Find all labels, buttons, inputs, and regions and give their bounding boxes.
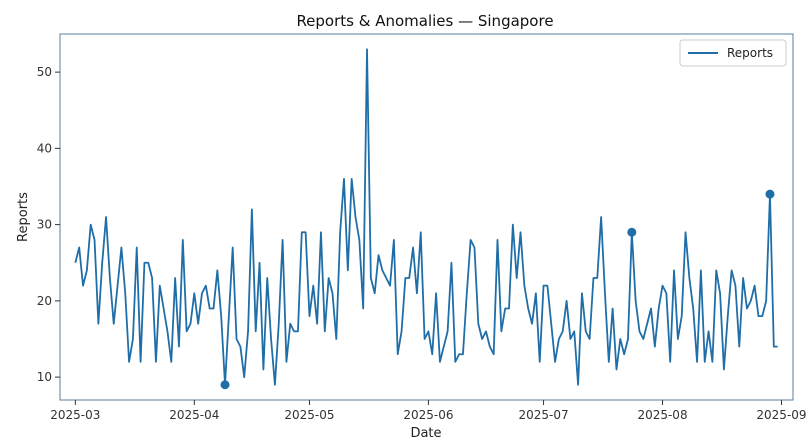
x-tick-label: 2025-08 [637, 408, 687, 422]
x-tick-label: 2025-07 [518, 408, 568, 422]
anomaly-marker [220, 380, 230, 390]
y-tick-label: 10 [37, 370, 52, 384]
series-line-reports [74, 48, 778, 386]
anomaly-marker [627, 227, 637, 237]
legend: Reports [679, 39, 787, 67]
x-tick-label: 2025-03 [50, 408, 100, 422]
plot-frame [59, 33, 794, 401]
x-tick-label: 2025-09 [756, 408, 806, 422]
y-axis-label: Reports [16, 192, 31, 242]
y-tick-label: 40 [37, 141, 52, 155]
x-tick-label: 2025-05 [284, 408, 334, 422]
y-axis: 10 20 30 40 50 [37, 65, 60, 384]
anomaly-marker [765, 189, 775, 199]
chart-title: Reports & Anomalies — Singapore [296, 12, 553, 30]
y-tick-label: 50 [37, 65, 52, 79]
anomaly-layer [220, 189, 775, 390]
x-axis: 2025-03 2025-04 2025-05 2025-06 2025-07 2025-… [50, 400, 807, 422]
x-tick-label: 2025-04 [169, 408, 219, 422]
y-tick-label: 30 [37, 218, 52, 232]
legend-box [679, 39, 787, 67]
x-tick-label: 2025-06 [403, 408, 453, 422]
y-tick-label: 20 [37, 294, 52, 308]
legend-label-reports: Reports [727, 46, 773, 60]
x-axis-label: Date [410, 426, 441, 441]
series-layer [74, 48, 778, 386]
